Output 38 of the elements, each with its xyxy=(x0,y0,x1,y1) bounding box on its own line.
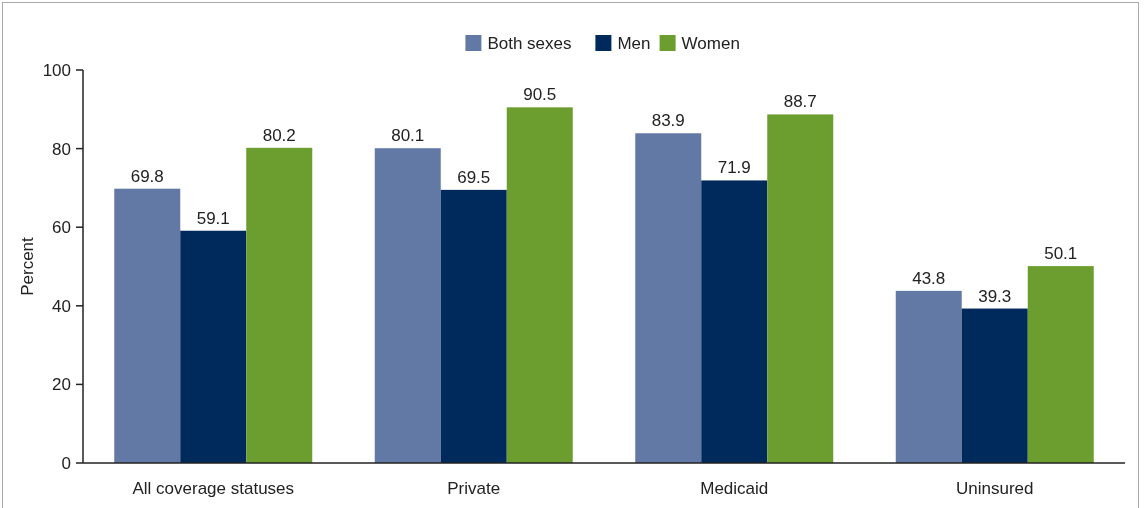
bar xyxy=(114,188,181,463)
bar xyxy=(767,114,834,463)
data-label: 39.3 xyxy=(978,286,1012,306)
data-label: 43.8 xyxy=(912,268,946,288)
x-tick-label: All coverage statuses xyxy=(132,479,295,498)
bar xyxy=(246,147,313,463)
bar xyxy=(701,180,768,463)
data-label: 90.5 xyxy=(523,85,557,105)
y-tick-label: 40 xyxy=(52,296,71,316)
y-tick-label: 80 xyxy=(52,139,71,159)
data-label: 88.7 xyxy=(783,92,817,112)
y-tick-label: 100 xyxy=(42,60,71,80)
data-label: 59.1 xyxy=(196,208,230,228)
data-label: 69.8 xyxy=(130,166,164,186)
bar xyxy=(635,133,702,463)
bar xyxy=(506,107,573,463)
data-label: 69.5 xyxy=(457,167,491,187)
bar xyxy=(374,148,441,463)
x-tick-label: Private xyxy=(447,479,501,498)
bar xyxy=(440,189,507,463)
x-tick-label: Uninsured xyxy=(956,479,1034,498)
data-label: 71.9 xyxy=(717,158,751,178)
data-label: 83.9 xyxy=(651,111,685,131)
legend-label: Men xyxy=(617,33,651,53)
y-tick-label: 60 xyxy=(52,218,71,238)
bar xyxy=(1027,266,1094,463)
bar xyxy=(961,308,1028,463)
data-label: 80.1 xyxy=(391,126,425,146)
y-tick-label: 20 xyxy=(52,375,71,395)
bar xyxy=(895,290,962,463)
data-label: 80.2 xyxy=(262,125,296,145)
data-label: 50.1 xyxy=(1044,244,1078,264)
y-axis-title: Percent xyxy=(18,236,37,296)
y-tick-label: 0 xyxy=(61,453,71,473)
legend-label: Both sexes xyxy=(487,33,572,53)
bar xyxy=(180,230,247,463)
x-tick-label: Medicaid xyxy=(700,479,769,498)
legend-label: Women xyxy=(681,33,740,53)
